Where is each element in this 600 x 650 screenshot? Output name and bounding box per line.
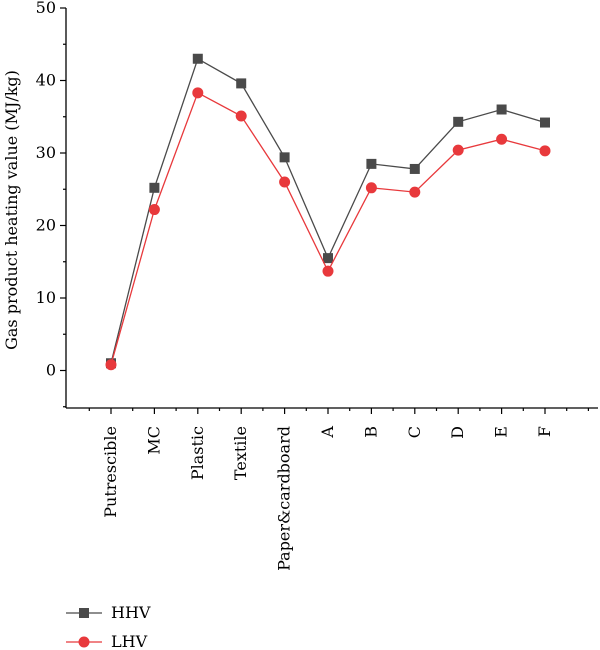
data-point-hhv	[496, 104, 507, 115]
x-tick-label: D	[448, 426, 467, 439]
y-tick-label: 40	[36, 71, 56, 90]
series	[105, 53, 551, 371]
data-point-lhv	[365, 182, 377, 194]
legend-label: HHV	[111, 603, 151, 622]
data-point-hhv	[409, 163, 420, 174]
legend-label: LHV	[111, 632, 148, 650]
x-tick-label: F	[535, 426, 554, 437]
data-point-lhv	[105, 359, 117, 371]
x-tick-label: MC	[144, 426, 163, 455]
y-tick-label: 20	[36, 216, 56, 235]
legend: HHV LHV	[66, 603, 151, 650]
data-point-hhv	[366, 158, 377, 169]
y-ticks: 0 10 20 30 40 50	[36, 0, 66, 408]
data-point-hhv	[453, 116, 464, 127]
data-point-lhv	[148, 204, 160, 216]
x-tick-label: A	[318, 426, 337, 439]
data-point-lhv	[279, 176, 291, 188]
legend-marker	[78, 636, 90, 648]
y-axis-title: Gas product heating value (MJ/kg)	[2, 70, 21, 350]
data-point-hhv	[323, 253, 333, 264]
data-point-lhv	[235, 110, 247, 122]
y-tick-label: 0	[46, 361, 56, 380]
data-point-hhv	[149, 182, 160, 193]
series-line-lhv	[110, 91, 546, 365]
x-tick-label: C	[405, 426, 424, 438]
series-line-hhv	[110, 57, 546, 364]
data-point-hhv	[279, 152, 290, 163]
x-tick-label: B	[361, 426, 380, 438]
x-tick-label: E	[492, 426, 511, 438]
y-tick-label: 30	[36, 143, 56, 162]
data-point-lhv	[452, 144, 464, 156]
data-point-lhv	[409, 186, 421, 198]
x-tick-label: Paper&cardboard	[275, 426, 294, 571]
axes	[65, 8, 598, 409]
series-lhv	[105, 87, 551, 371]
legend-marker	[79, 608, 89, 618]
x-tick-label: Textile	[231, 426, 250, 480]
legend-item-lhv: LHV	[66, 632, 148, 650]
legend-item-hhv: HHV	[66, 603, 151, 622]
data-point-lhv	[539, 145, 551, 157]
data-point-hhv	[236, 78, 247, 89]
x-tick-label: Putrescible	[101, 426, 120, 518]
y-tick-label: 50	[36, 0, 56, 17]
data-point-hhv	[192, 53, 203, 64]
x-ticks: Putrescible MC Plastic Textile Paper&cardboa…	[88, 408, 590, 571]
data-point-lhv	[192, 87, 204, 99]
data-point-lhv	[496, 133, 508, 145]
data-point-hhv	[540, 117, 550, 128]
x-tick-label: Plastic	[188, 426, 207, 480]
y-tick-label: 10	[36, 288, 56, 307]
series-hhv	[106, 53, 550, 369]
data-point-lhv	[322, 265, 334, 277]
